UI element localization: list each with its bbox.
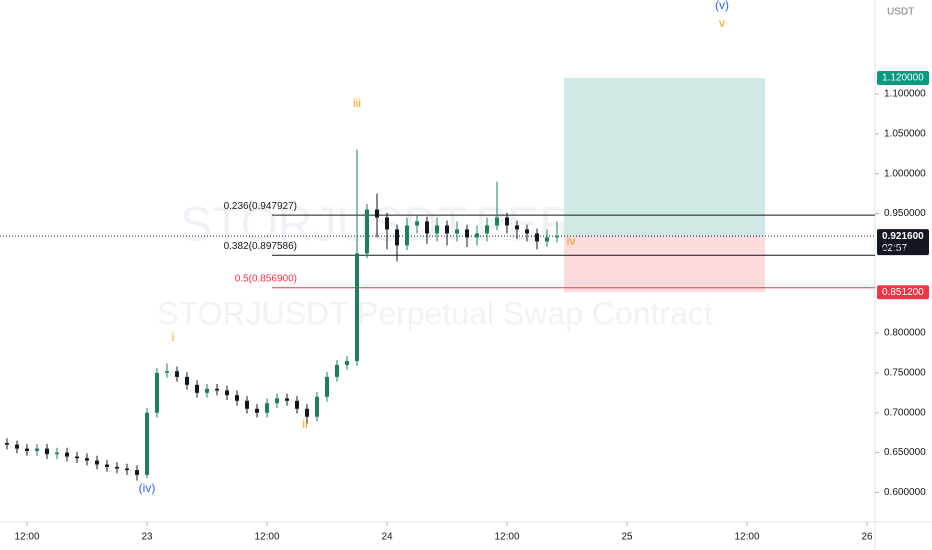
candle-body [75,456,79,459]
y-tick-label: 1.050000 [884,128,926,139]
candle-body [425,221,429,234]
candle-body [365,209,369,254]
candle-body [115,466,119,469]
candle-body [25,448,29,451]
candle-body [525,229,529,234]
y-tick-label: 0.800000 [884,328,926,339]
wave-label: iv [567,234,576,248]
candle-body [175,371,179,377]
candle-body [105,464,109,467]
candle-body [255,408,259,413]
candle-body [165,371,169,373]
candle-body [285,398,289,401]
x-tick-label: 23 [141,532,153,543]
candle-body [545,237,549,242]
candle-body [445,225,449,234]
fib-label: 0.5(0.856900) [235,273,297,284]
y-tick-label: 0.650000 [884,447,926,458]
candle-body [475,233,479,238]
wave-label: i [172,330,175,344]
candle-body [65,452,69,457]
price-badge-label: 0.851200 [882,287,924,298]
candle-body [415,221,419,226]
price-badge [877,71,929,86]
wave-label: ii [302,417,307,431]
watermark-description: STORJUSDT Perpetual Swap Contract [157,295,713,331]
candle-body [155,372,159,413]
y-tick-label: 1.100000 [884,89,926,100]
candle-body [145,412,149,475]
candle-body [325,376,329,397]
candle-body [505,217,509,226]
price-badge-label: 1.120000 [882,73,924,84]
candle-body [295,400,299,409]
candle-body [315,396,319,417]
candle-body [215,388,219,391]
candle-body [85,458,89,461]
wave-label: iii [353,96,361,110]
price-badge-label: 0.921600 [882,231,924,242]
candle-body [485,225,489,234]
candle-body [345,360,349,365]
candle-body [555,236,559,238]
candle-body [435,225,439,234]
currency: USDT [887,7,914,18]
candle-body [35,448,39,451]
candle-body [385,217,389,230]
candle-body [15,444,19,449]
price-badge [877,285,929,300]
price-badge [877,229,929,256]
candle-body [235,395,239,401]
countdown: 02:57 [882,243,907,254]
candle-body [515,225,519,230]
candle-body [135,470,139,475]
fib-label: 0.236(0.947927) [224,201,297,212]
fib-label: 0.382(0.897586) [224,241,297,252]
candle-body [455,229,459,234]
candle-body [335,364,339,377]
candle-body [225,390,229,396]
candle-body [245,400,249,409]
candle-body [465,229,469,238]
x-tick-label: 12:00 [494,532,519,543]
candle-body [355,253,359,361]
stop-zone [564,236,765,293]
candle-body [205,388,209,393]
wave-label: (v) [715,0,729,12]
candle-body [405,225,409,246]
candle-body [305,408,309,417]
x-tick-label: 12:00 [254,532,279,543]
y-tick-label: 0.600000 [884,487,926,498]
candle-body [185,376,189,385]
candle-body [5,443,9,445]
candle-body [55,452,59,455]
y-tick-label: 0.950000 [884,208,926,219]
candle-body [495,217,499,226]
candle-body [45,448,49,455]
y-tick-label: 0.750000 [884,368,926,379]
x-tick-label: 24 [381,532,393,543]
x-tick-label: 12:00 [14,532,39,543]
candle-body [375,209,379,218]
level-label: 0.911100 [882,245,923,256]
candle-body [265,403,269,413]
y-tick-label: 1.000000 [884,168,926,179]
candle-body [125,468,129,471]
target-zone [564,78,765,237]
y-tick-label: 0.700000 [884,407,926,418]
wave-label: v [719,16,725,30]
candle-body [535,233,539,242]
candle-body [95,460,99,465]
x-tick-label: 12:00 [734,532,759,543]
wave-label: (iv) [139,481,156,495]
x-tick-label: 26 [861,532,873,543]
candle-body [195,384,199,393]
candle-body [395,229,399,246]
x-tick-label: 25 [621,532,633,543]
candle-body [275,398,279,404]
